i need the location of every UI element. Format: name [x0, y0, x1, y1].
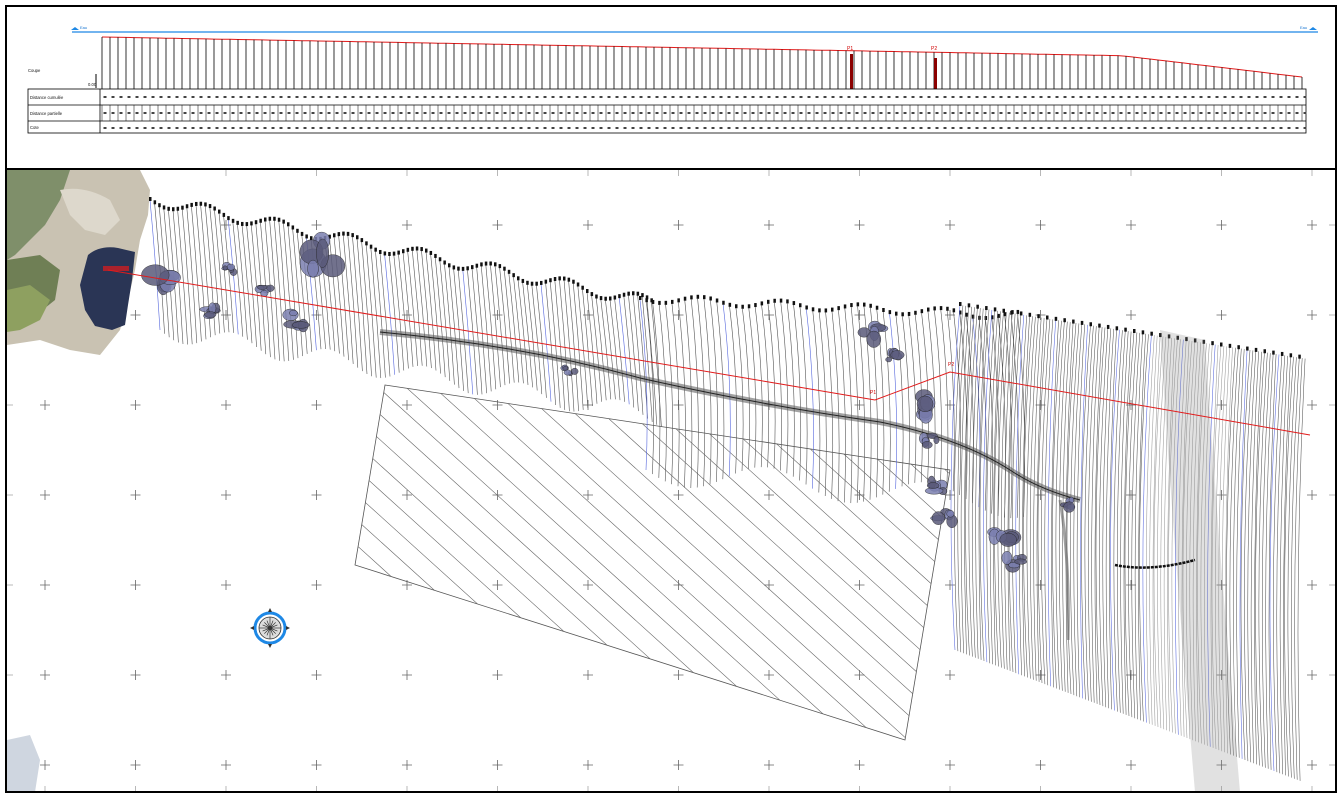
- row-label-cumulative-distance: Distance cumulée: [30, 95, 64, 100]
- profile-start-label: 0.00: [88, 82, 97, 87]
- water-level-label-right: Eau: [1300, 25, 1307, 30]
- compass-rose-icon: [250, 608, 290, 648]
- profile-section-line: [107, 269, 1311, 436]
- dredged-channel: [379, 329, 1081, 641]
- water-level-label: Eau: [80, 25, 87, 30]
- map-pier-label-p2: P2: [948, 362, 954, 368]
- profile-side-label: Coupe: [28, 68, 41, 73]
- profile-stations: [101, 37, 1303, 89]
- contour-terminus-line: [1114, 558, 1196, 569]
- pier-label-p2: P2: [931, 46, 937, 52]
- water-level-icon-left: [71, 27, 79, 30]
- row-label-partial-distance: Distance partielle: [30, 111, 63, 116]
- bathymetric-contours: [149, 197, 1306, 791]
- plan-view-map-panel: P1 P2: [5, 168, 1337, 793]
- pier-p2: [934, 58, 937, 89]
- pier-p1: [850, 54, 853, 89]
- aerial-coastline-photo: [7, 170, 150, 791]
- water-level-icon-right: [1309, 27, 1317, 30]
- rock-outcrops: [141, 231, 1076, 573]
- row-label-elevation: Cote: [30, 125, 40, 130]
- profile-data-table: Distance cumulée Distance partielle Cote: [27, 88, 1307, 134]
- map-pier-label-p1: P1: [870, 390, 876, 396]
- longitudinal-profile-panel: Eau Eau Coupe 0.00 P1 P2 Distance cumulé…: [5, 5, 1337, 170]
- pier-label-p1: P1: [847, 46, 853, 52]
